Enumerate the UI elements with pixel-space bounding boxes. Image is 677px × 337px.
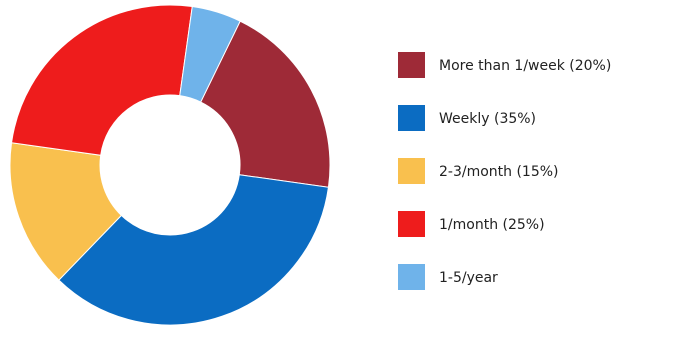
legend-label-2-3-month-15: 2-3/month (15%) — [439, 164, 559, 180]
slice-1-month-25 — [10, 4, 193, 156]
slice-2-3-month-15 — [9, 142, 123, 281]
donut-slices — [9, 4, 331, 326]
slice-more-than-1-week-20 — [200, 20, 331, 188]
legend-swatch-weekly-35 — [398, 105, 425, 131]
slice-weekly-35 — [58, 174, 330, 326]
legend-swatch-2-3-month-15 — [398, 158, 425, 184]
slice-1-5-year — [179, 5, 241, 103]
legend-label-weekly-35: Weekly (35%) — [439, 111, 536, 127]
legend-swatch-more-than-1-week-20 — [398, 52, 425, 78]
legend-label-more-than-1-week-20: More than 1/week (20%) — [439, 58, 611, 74]
legend-label-1-5-year: 1-5/year — [439, 270, 498, 286]
legend-swatch-1-month-25 — [398, 211, 425, 237]
legend-label-1-month-25: 1/month (25%) — [439, 217, 545, 233]
legend: More than 1/week (20%) Weekly (35%) 2-3/mo… — [398, 52, 611, 290]
legend-swatch-1-5-year — [398, 264, 425, 290]
